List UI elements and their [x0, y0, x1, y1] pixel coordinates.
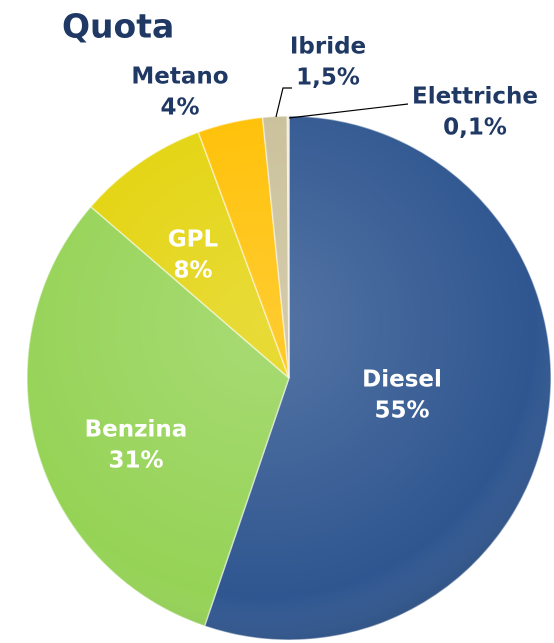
slice-value-label: 0,1%: [443, 115, 507, 141]
chart-title: Quota: [62, 7, 174, 46]
slice-label: Ibride: [290, 34, 366, 60]
slice-value-label: 55%: [374, 398, 429, 424]
pie: [26, 115, 552, 641]
slice-label: Diesel: [362, 367, 442, 393]
slice-value-label: 4%: [160, 95, 199, 121]
slice-value-label: 1,5%: [296, 65, 360, 91]
slice-label: Elettriche: [412, 84, 538, 110]
leader-line: [288, 103, 409, 119]
slice-label: GPL: [168, 227, 219, 253]
slice-label: Metano: [131, 64, 228, 90]
labels: Diesel 55% Benzina 31% GPL 8% Metano 4% Ibride 1,…: [85, 34, 538, 474]
slice-value-label: 31%: [108, 448, 163, 474]
slice-label: Benzina: [85, 417, 188, 443]
leader-line: [275, 87, 292, 118]
slice-value-label: 8%: [173, 258, 212, 284]
